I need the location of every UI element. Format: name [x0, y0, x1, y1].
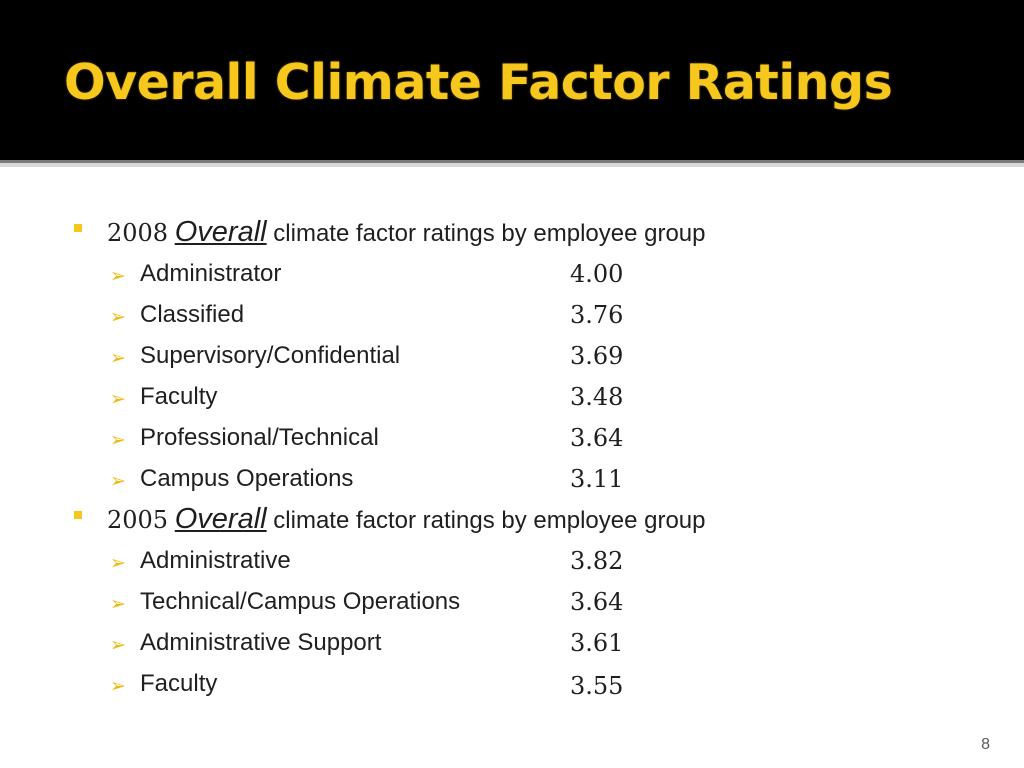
arrow-bullet-icon: ➢: [110, 593, 126, 615]
employee-group-label: Professional/Technical: [140, 424, 379, 451]
rating-value: 3.11: [570, 465, 624, 493]
rating-value: 3.64: [570, 424, 624, 452]
rating-value: 4.00: [570, 260, 624, 288]
employee-group-label: Administrative: [140, 547, 291, 574]
employee-group-label: Faculty: [140, 670, 218, 697]
arrow-bullet-icon: ➢: [110, 347, 126, 369]
slide-title: Overall Climate Factor Ratings: [64, 54, 893, 111]
section-heading-text: 2008 Overall climate factor ratings by e…: [107, 216, 706, 249]
rating-value: 3.61: [570, 629, 624, 657]
rating-value: 3.69: [570, 342, 624, 370]
rating-value: 3.64: [570, 588, 624, 616]
arrow-bullet-icon: ➢: [110, 265, 126, 287]
section-caption: climate factor ratings by employee group: [273, 220, 706, 247]
arrow-bullet-icon: ➢: [110, 634, 126, 656]
arrow-bullet-icon: ➢: [110, 306, 126, 328]
rating-value: 3.82: [570, 547, 624, 575]
arrow-bullet-icon: ➢: [110, 675, 126, 697]
page-number: 8: [981, 736, 990, 753]
employee-group-label: Supervisory/Confidential: [140, 342, 401, 369]
arrow-bullet-icon: ➢: [110, 470, 126, 492]
section-heading-text: 2005 Overall climate factor ratings by e…: [107, 503, 706, 536]
title-divider-shadow: [0, 163, 1024, 167]
section-caption: climate factor ratings by employee group: [273, 507, 706, 534]
section-year: 2008: [107, 219, 169, 247]
section-year: 2005: [107, 506, 169, 534]
employee-group-label: Classified: [140, 301, 245, 328]
employee-group-label: Faculty: [140, 383, 218, 410]
square-bullet-icon: [74, 224, 82, 232]
employee-group-label: Technical/Campus Operations: [140, 588, 461, 615]
title-bar: [0, 0, 1024, 160]
employee-group-label: Administrator: [140, 260, 282, 287]
title-divider: [0, 160, 1024, 163]
arrow-bullet-icon: ➢: [110, 552, 126, 574]
section-emphasis: Overall: [174, 216, 267, 248]
arrow-bullet-icon: ➢: [110, 429, 126, 451]
employee-group-label: Campus Operations: [140, 465, 354, 492]
arrow-bullet-icon: ➢: [110, 388, 126, 410]
rating-value: 3.76: [570, 301, 624, 329]
rating-value: 3.55: [570, 672, 624, 700]
employee-group-label: Administrative Support: [140, 629, 382, 656]
rating-value: 3.48: [570, 383, 624, 411]
section-emphasis: Overall: [174, 503, 267, 535]
square-bullet-icon: [74, 511, 82, 519]
